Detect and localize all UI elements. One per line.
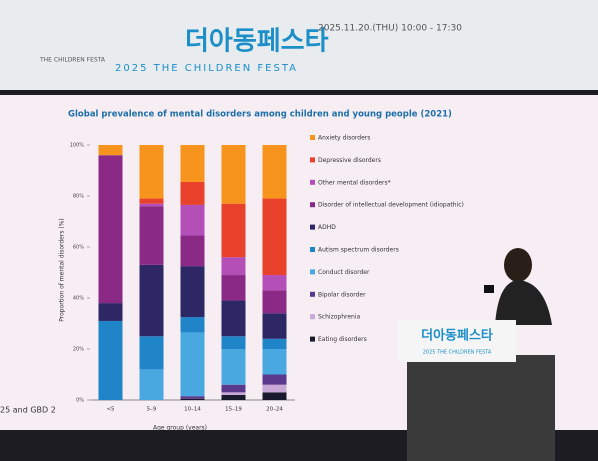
legend-swatch <box>310 336 315 342</box>
banner-subtitle: 2025 THE CHILDREN FESTA <box>115 63 298 74</box>
legend-swatch <box>310 291 315 297</box>
bar-segment <box>139 203 164 207</box>
x-tick-label: 5–9 <box>147 407 157 413</box>
microphone <box>484 285 494 293</box>
legend-label: Other mental disorders* <box>318 179 391 186</box>
legend-swatch <box>310 157 315 163</box>
bar-segment <box>221 384 246 393</box>
legend-swatch <box>310 247 315 252</box>
x-tick-label: 10–14 <box>184 407 201 413</box>
legend-swatch <box>310 269 315 275</box>
y-tick-label: 20% <box>73 347 84 353</box>
bar-segment <box>221 145 246 204</box>
y-axis-label: Proportion of mental disorders (%) <box>59 218 66 322</box>
bar-segment <box>98 303 123 321</box>
legend-label: Conduct disorder <box>318 269 370 276</box>
legend-label: Depressive disorders <box>318 157 381 164</box>
x-axis-label: Age group (years) <box>153 425 207 432</box>
bar-segment <box>262 290 287 314</box>
bar-segment <box>98 145 123 156</box>
podium <box>407 355 555 461</box>
speaker-head <box>504 248 532 282</box>
bar-segment <box>180 145 205 182</box>
bar-segment <box>180 235 205 267</box>
bar-segment <box>262 198 287 276</box>
bar-segment <box>221 349 246 385</box>
speaker <box>484 248 552 325</box>
plot: 0% 20% 40% 60% 80% 100% <5 5–9 10–14 15–19 20–24 An… <box>70 135 464 413</box>
speaker-body <box>495 280 552 325</box>
legend-label: Bipolar disorder <box>318 291 366 298</box>
legend-swatch <box>310 179 315 185</box>
bar-segment <box>262 349 287 375</box>
podium-subtitle: 2025 THE CHILDREN FESTA <box>423 350 492 356</box>
legend-swatch <box>310 202 315 208</box>
bar-segment <box>180 317 205 333</box>
bar-segment <box>262 384 287 393</box>
bar-segment <box>180 266 205 318</box>
bar-segment <box>221 257 246 276</box>
bar-segment <box>221 275 246 301</box>
bar-segment <box>139 336 164 370</box>
bar-segment <box>139 206 164 265</box>
bar-segment <box>139 264 164 337</box>
bar-segment <box>180 396 205 399</box>
bar-segment <box>221 336 246 349</box>
legend-label: Disorder of intellectual development (id… <box>318 202 464 209</box>
bar-segment <box>139 145 164 199</box>
x-tick-label: 15–19 <box>225 407 242 413</box>
banner <box>0 0 598 90</box>
bar-segment <box>180 332 205 397</box>
x-tick-label: <5 <box>106 407 115 413</box>
bar-segment <box>180 398 205 400</box>
bar-segment <box>98 155 123 304</box>
legend-label: Schizophrenia <box>318 314 361 321</box>
bar-segment <box>262 145 287 199</box>
podium-sign <box>398 320 516 362</box>
bar-segment <box>221 394 246 400</box>
bar-segment <box>180 204 205 236</box>
banner-title: 더아동페스타 <box>185 27 329 57</box>
bar-segment <box>139 369 164 400</box>
bar-segment <box>262 392 287 400</box>
legend-label: Autism spectrum disorders <box>318 247 399 254</box>
legend-swatch <box>310 135 315 140</box>
bar-segment <box>221 300 246 337</box>
banner-date: 2025.11.20.(THU) 10:00 - 17:30 <box>318 24 462 34</box>
legend-label: ADHD <box>318 224 336 231</box>
footnote: 25 and GBD 2 <box>0 406 56 415</box>
banner-logo: THE CHILDREN FESTA <box>39 57 106 64</box>
y-tick-label: 60% <box>73 245 84 251</box>
bar-segment <box>262 313 287 339</box>
legend-label: Eating disorders <box>318 336 367 343</box>
y-tick-label: 100% <box>70 143 85 149</box>
x-tick-label: 20–24 <box>266 407 283 413</box>
bar-segment <box>221 392 246 395</box>
bar-segment <box>221 203 246 258</box>
bar-segment <box>98 320 123 400</box>
y-tick-label: 0% <box>76 398 84 404</box>
legend-label: Anxiety disorders <box>318 135 370 142</box>
bar-segment <box>139 198 164 204</box>
bar-segment <box>262 275 287 291</box>
bar-segment <box>180 181 205 205</box>
y-tick-label: 80% <box>73 194 84 200</box>
legend-swatch <box>310 314 315 320</box>
bar-segment <box>262 374 287 385</box>
podium-title: 더아동페스타 <box>421 328 493 344</box>
legend-swatch <box>310 224 315 230</box>
y-tick-label: 40% <box>73 296 84 302</box>
bar-segment <box>262 338 287 349</box>
chart-title: Global prevalence of mental disorders am… <box>68 110 452 120</box>
